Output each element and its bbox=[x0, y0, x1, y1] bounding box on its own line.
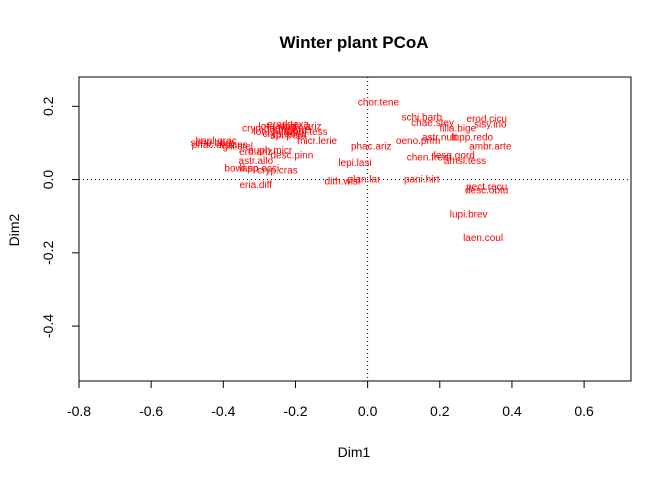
point-label: erod.cicu bbox=[466, 114, 507, 125]
point-label: cryp.barb bbox=[242, 123, 284, 134]
point-label: sisy.irio bbox=[474, 120, 507, 131]
point-label: lesq.gord bbox=[434, 151, 475, 162]
point-label: pani.hirt bbox=[404, 175, 440, 186]
point-label: lotu.strig bbox=[259, 121, 297, 132]
point-label: erod.texa bbox=[267, 120, 309, 131]
x-tick-label: 0.4 bbox=[502, 403, 522, 419]
point-label: lepi.lasi bbox=[338, 158, 371, 169]
point-label: eria.diff bbox=[239, 180, 272, 191]
point-label: apl.pera bbox=[270, 131, 307, 142]
y-tick-label: 0.0 bbox=[40, 170, 56, 190]
x-tick-label: -0.2 bbox=[283, 403, 307, 419]
point-label: lupi.brev bbox=[450, 209, 488, 220]
point-label: phac.distans bbox=[192, 140, 248, 151]
point-label: astr.allo bbox=[239, 156, 274, 167]
point-label: gili.stel bbox=[222, 142, 253, 153]
x-tick-label: 0.2 bbox=[430, 403, 450, 419]
point-label: ambl.tess bbox=[285, 127, 328, 138]
point-label: ero.ariz bbox=[239, 147, 272, 158]
point-label: euph.micr bbox=[248, 145, 293, 156]
point-label: desc.pinn bbox=[270, 151, 313, 162]
point-label: oeno.prim bbox=[396, 136, 440, 147]
point-label: schi.barb bbox=[401, 112, 442, 123]
plot-frame bbox=[78, 76, 632, 382]
point-label: lupp.redo bbox=[451, 132, 493, 143]
point-label: stre.arre bbox=[273, 125, 311, 136]
point-label: lapp.occi bbox=[240, 164, 279, 175]
x-tick-label: -0.4 bbox=[211, 403, 235, 419]
x-tick-label: 0.6 bbox=[574, 403, 594, 419]
point-label: desc.obtu bbox=[465, 186, 508, 197]
point-label: hapl.grac bbox=[196, 136, 237, 147]
x-axis: -0.8 -0.6 -0.4 -0.2 0.0 0.2 0.4 0.6 bbox=[67, 380, 594, 419]
y-axis: -0.4 -0.2 0.0 0.2 bbox=[40, 96, 80, 338]
point-label: chen.frem bbox=[407, 153, 451, 164]
point-label: astr.nutt bbox=[422, 132, 458, 143]
point-label: dale.ariz bbox=[284, 121, 322, 132]
x-tick-label: -0.6 bbox=[139, 403, 163, 419]
point-label: plan.lar bbox=[348, 175, 381, 186]
point-label: dith.wisl bbox=[325, 176, 361, 187]
x-tick-label: -0.8 bbox=[67, 403, 91, 419]
point-label: bowl.sp bbox=[224, 164, 258, 175]
point-label: chor.tene bbox=[358, 98, 400, 109]
point-label: scho.barb bbox=[191, 138, 235, 149]
reference-lines bbox=[79, 77, 631, 381]
y-tick-label: 0.2 bbox=[40, 96, 56, 116]
point-label: lotu.humi bbox=[254, 127, 295, 138]
point-label: filla.bige bbox=[439, 123, 476, 134]
x-tick-label: 0.0 bbox=[358, 403, 378, 419]
x-axis-label: Dim1 bbox=[338, 444, 371, 460]
point-label: cryp.angu bbox=[263, 129, 307, 140]
chart-title: Winter plant PCoA bbox=[279, 33, 428, 52]
point-label: micr.lerie bbox=[297, 136, 337, 147]
point-label: pect.recu bbox=[466, 182, 507, 193]
point-label: ambr.arte bbox=[469, 142, 512, 153]
y-tick-label: -0.2 bbox=[40, 241, 56, 265]
point-label: amsi.tess bbox=[444, 156, 486, 167]
point-label: laen.coul bbox=[463, 233, 503, 244]
point-label: phac.ariz bbox=[351, 142, 392, 153]
y-tick-label: -0.4 bbox=[40, 314, 56, 338]
point-label: chae.stey bbox=[411, 118, 454, 129]
point-label: cryp.cras bbox=[257, 165, 298, 176]
y-axis-label: Dim2 bbox=[6, 213, 22, 246]
